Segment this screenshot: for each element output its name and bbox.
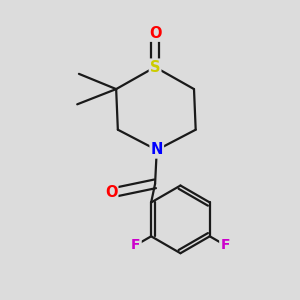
Text: O: O — [105, 185, 117, 200]
Text: O: O — [149, 26, 161, 41]
Text: F: F — [220, 238, 230, 252]
Text: S: S — [150, 60, 160, 75]
Text: N: N — [151, 142, 163, 158]
Text: F: F — [131, 238, 141, 252]
